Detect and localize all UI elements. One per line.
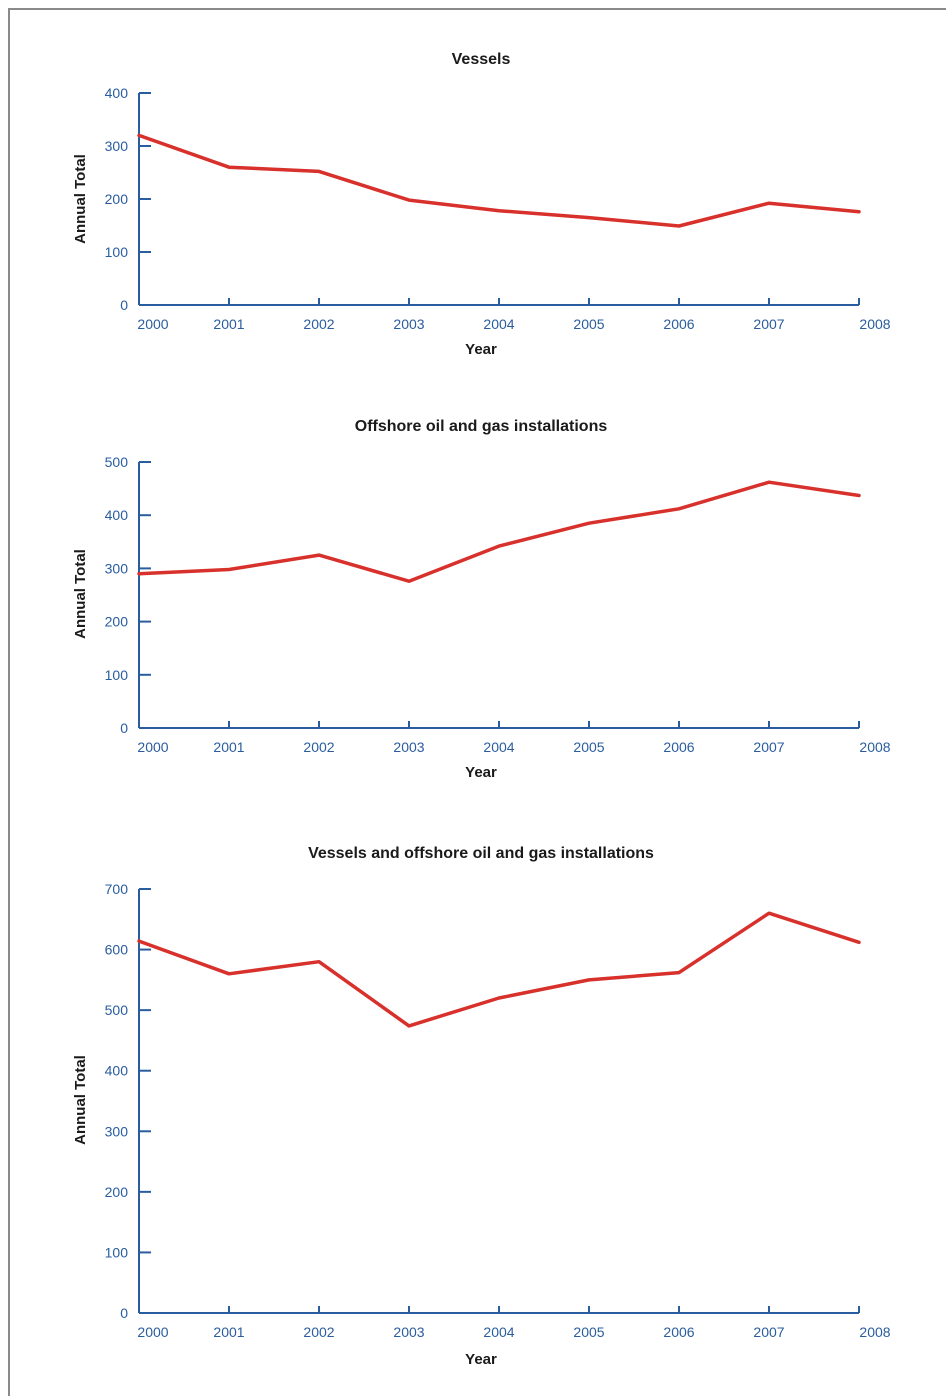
y-tick-label: 300: [105, 138, 129, 154]
y-axis-label: Annual Total: [72, 154, 89, 244]
y-tick-label: 100: [105, 244, 129, 260]
chart-title: Vessels: [452, 51, 511, 68]
x-tick-label: 2008: [859, 739, 890, 755]
y-tick-label: 400: [105, 1063, 129, 1079]
y-tick-label: 500: [105, 1002, 129, 1018]
plot-area: 0 100 200 300 400 500 600 700 2000 2001 2002 2003 20…: [105, 881, 891, 1340]
x-axis-label: Year: [465, 341, 497, 358]
x-tick-label: 2005: [573, 316, 604, 332]
chart-combined: Vessels and offshore oil and gas install…: [72, 845, 891, 1368]
x-axis-label: Year: [465, 764, 497, 781]
y-tick-label: 300: [105, 1123, 129, 1139]
x-tick-label: 2003: [393, 316, 424, 332]
x-tick-label: 2001: [213, 739, 244, 755]
chart-title: Vessels and offshore oil and gas install…: [308, 845, 654, 862]
y-tick-label: 200: [105, 191, 129, 207]
x-tick-label: 2005: [573, 1324, 604, 1340]
x-tick-label: 2001: [213, 316, 244, 332]
x-tick-label: 2005: [573, 739, 604, 755]
y-tick-label: 0: [120, 1305, 128, 1321]
series-line: [137, 911, 861, 1028]
series-line: [137, 133, 861, 228]
x-tick-label: 2004: [483, 316, 514, 332]
x-tick-label: 2007: [753, 316, 784, 332]
figure-frame: [8, 8, 946, 1396]
y-tick-label: 500: [105, 454, 129, 470]
x-tick-label: 2000: [137, 316, 168, 332]
y-tick-label: 400: [105, 507, 129, 523]
x-tick-label: 2007: [753, 739, 784, 755]
x-tick-label: 2002: [303, 1324, 334, 1340]
x-tick-label: 2006: [663, 739, 694, 755]
chart-vessels: Vessels Annual Total Year 0 100 200 300 400 2…: [72, 51, 891, 358]
y-tick-label: 600: [105, 942, 129, 958]
y-tick-label: 400: [105, 85, 129, 101]
chart-title: Offshore oil and gas installations: [355, 418, 608, 435]
y-tick-label: 0: [120, 297, 128, 313]
x-tick-label: 2003: [393, 739, 424, 755]
series-line: [137, 480, 861, 583]
x-tick-label: 2007: [753, 1324, 784, 1340]
y-tick-label: 100: [105, 667, 129, 683]
x-tick-label: 2004: [483, 1324, 514, 1340]
x-tick-label: 2002: [303, 316, 334, 332]
y-axis-label: Annual Total: [72, 549, 89, 639]
chart-offshore-installations: Offshore oil and gas installations Annua…: [72, 418, 891, 781]
y-tick-label: 300: [105, 560, 129, 576]
x-axis-label: Year: [465, 1351, 497, 1368]
y-tick-label: 200: [105, 1184, 129, 1200]
x-tick-label: 2004: [483, 739, 514, 755]
x-tick-label: 2003: [393, 1324, 424, 1340]
x-tick-label: 2008: [859, 1324, 890, 1340]
y-axis-label: Annual Total: [72, 1055, 89, 1145]
y-tick-label: 100: [105, 1244, 129, 1260]
plot-area: 0 100 200 300 400 500 2000 2001 2002 2003 2004 2005…: [105, 454, 891, 755]
y-tick-label: 0: [120, 720, 128, 736]
x-tick-label: 2000: [137, 1324, 168, 1340]
y-tick-label: 200: [105, 614, 129, 630]
x-tick-label: 2000: [137, 739, 168, 755]
plot-area: 0 100 200 300 400 2000 2001 2002 2003 2004 2005 200…: [105, 85, 891, 332]
y-tick-label: 700: [105, 881, 129, 897]
x-tick-label: 2006: [663, 1324, 694, 1340]
x-tick-label: 2006: [663, 316, 694, 332]
x-tick-label: 2008: [859, 316, 890, 332]
x-tick-label: 2002: [303, 739, 334, 755]
x-tick-label: 2001: [213, 1324, 244, 1340]
